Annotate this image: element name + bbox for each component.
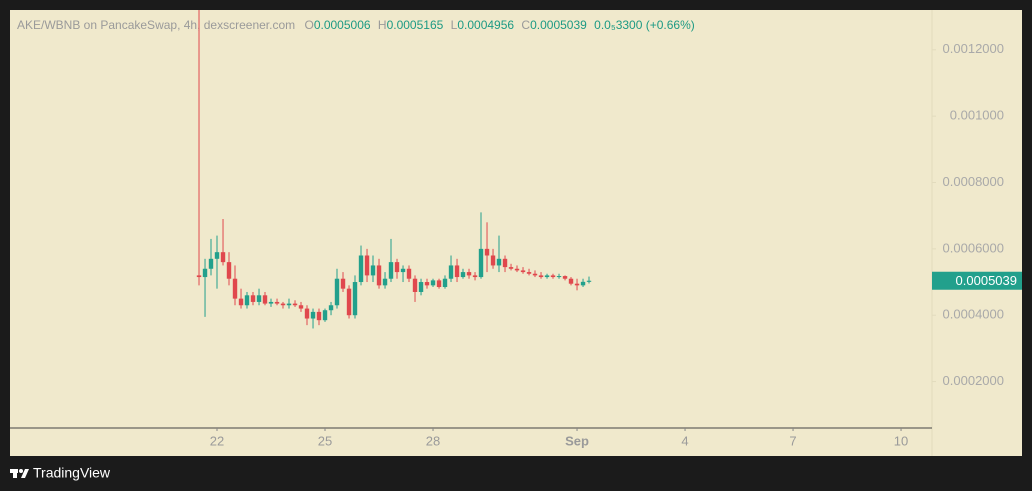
candle-body <box>424 282 430 286</box>
candle-body <box>508 267 514 269</box>
candle-body <box>580 281 586 286</box>
candle-body <box>328 305 334 311</box>
ohlc-label: H <box>378 18 387 32</box>
x-tick-label: 4 <box>681 433 688 448</box>
ohlc-label: C <box>521 18 530 32</box>
candle-body <box>292 303 298 306</box>
candle-body <box>460 272 466 278</box>
y-tick-label: 0.0008000 <box>943 174 1004 189</box>
candle-body <box>262 295 268 304</box>
change: 0.0₅3300 (+0.66%) <box>594 18 695 32</box>
candle-body <box>526 272 532 274</box>
candle-body <box>442 278 448 288</box>
candle-body <box>346 288 352 316</box>
candle-body <box>430 280 436 286</box>
x-tick-label: 7 <box>789 433 796 448</box>
legend: AKE/WBNB on PancakeSwap, 4h, dexscreener… <box>17 18 695 32</box>
y-tick-label: 0.0004000 <box>943 307 1004 322</box>
ohlc-value: 0.0004956 <box>457 18 514 32</box>
candle-body <box>334 278 340 306</box>
candle-body <box>352 282 358 316</box>
candle-body <box>304 308 310 319</box>
candle-body <box>520 270 526 273</box>
candle-body <box>388 262 394 279</box>
ohlc-value: 0.0005039 <box>530 18 587 32</box>
last-price-label: 0.0005039 <box>956 273 1017 288</box>
candle-body <box>406 268 412 279</box>
x-tick-label: Sep <box>565 433 589 448</box>
candle-body <box>478 248 484 278</box>
candle-body <box>202 268 208 278</box>
candle-body <box>550 275 556 278</box>
candle-body <box>298 305 304 309</box>
ohlc-value: 0.0005006 <box>314 18 371 32</box>
candle-body <box>316 311 322 321</box>
y-tick-label: 0.0012000 <box>943 41 1004 56</box>
ohlc-label: L <box>451 18 458 32</box>
candle-body <box>454 265 460 278</box>
y-tick-label: 0.0002000 <box>943 373 1004 388</box>
ohlc-label: O <box>304 18 313 32</box>
candle-body <box>502 258 508 268</box>
candle-body <box>250 295 256 302</box>
candle-body <box>310 311 316 319</box>
candle-body <box>208 258 214 269</box>
candle-body <box>214 252 220 259</box>
candle-body <box>358 255 364 283</box>
candle-body <box>472 275 478 278</box>
candle-body <box>412 278 418 292</box>
candle-body <box>322 310 328 321</box>
candle-body <box>448 265 454 279</box>
candle-body <box>400 268 406 273</box>
candle-body <box>562 276 568 279</box>
candle-body <box>382 278 388 286</box>
y-tick-label: 0.001000 <box>950 108 1004 123</box>
candle-body <box>496 258 502 266</box>
candle-body <box>466 272 472 276</box>
candle-body <box>256 295 262 302</box>
candle-body <box>574 283 580 286</box>
candle-body <box>220 252 226 263</box>
x-tick-label: 28 <box>426 433 440 448</box>
brand: TradingView <box>33 465 111 481</box>
y-tick-label: 0.0006000 <box>943 240 1004 255</box>
candle-body <box>196 275 202 278</box>
x-tick-label: 25 <box>318 433 332 448</box>
candle-body <box>484 248 490 256</box>
candle-body <box>226 262 232 279</box>
candle-body <box>490 255 496 266</box>
candle-body <box>280 303 286 306</box>
candle-body <box>538 275 544 278</box>
candle-body <box>376 265 382 286</box>
candle-body <box>568 278 574 284</box>
candle-body <box>394 262 400 273</box>
tradingview-logo <box>10 469 29 478</box>
candle-body <box>268 301 274 304</box>
candle-body <box>340 278 346 289</box>
candle-body <box>436 280 442 288</box>
candle-body <box>586 280 592 282</box>
candle-body <box>232 278 238 299</box>
x-tick-label: 10 <box>894 433 908 448</box>
x-tick-label: 22 <box>210 433 224 448</box>
ohlc-value: 0.0005165 <box>387 18 444 32</box>
candle-body <box>244 295 250 306</box>
last-price-tag <box>932 271 1022 290</box>
candle-body <box>364 255 370 276</box>
candle-body <box>418 282 424 292</box>
candle-body <box>370 265 376 276</box>
candle-body <box>532 273 538 276</box>
candle-body <box>544 275 550 278</box>
candle-body <box>274 301 280 304</box>
candle-body <box>556 276 562 278</box>
chart-background <box>10 10 1022 456</box>
candle-body <box>286 303 292 306</box>
pair: AKE/WBNB on PancakeSwap, 4h, dexscreener… <box>17 18 295 32</box>
candle-body <box>514 268 520 271</box>
candle-body <box>238 298 244 306</box>
